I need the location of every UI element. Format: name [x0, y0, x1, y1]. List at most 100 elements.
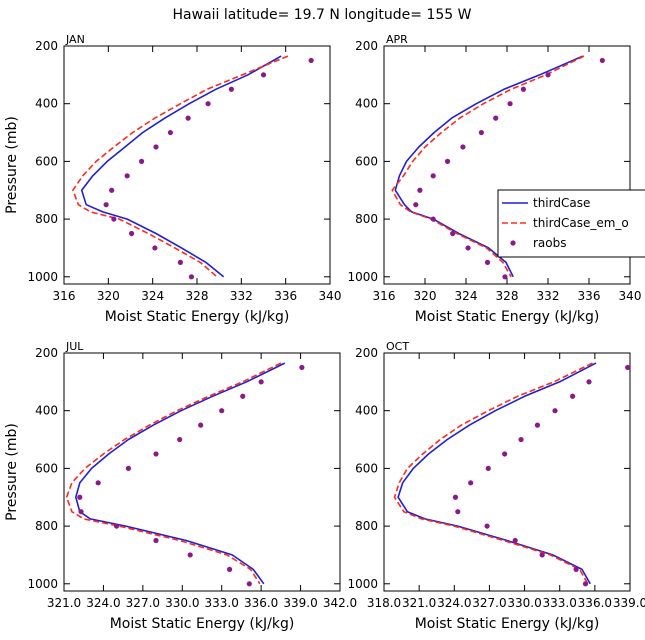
raobs-point [534, 422, 541, 428]
y-tick-label: 200 [355, 39, 378, 53]
raobs-point [152, 245, 158, 251]
raobs-point [518, 436, 524, 443]
y-tick-label: 600 [355, 461, 378, 475]
x-tick-label: 336.0 [244, 596, 278, 610]
raobs-point [153, 537, 159, 544]
legend-label: thirdCase [533, 196, 590, 210]
raobs-point [485, 465, 491, 471]
raobs-point [167, 129, 173, 136]
raobs-point [502, 274, 508, 280]
raobs-point [78, 509, 84, 515]
raobs-point [111, 216, 117, 222]
raobs-point [246, 581, 252, 587]
y-tick-label: 400 [355, 404, 378, 418]
raobs-point [507, 101, 513, 107]
raobs-point [484, 259, 491, 265]
thirdcase-em-o-line [391, 55, 585, 278]
raobs-point [185, 115, 191, 121]
raobs-point [570, 393, 576, 399]
raobs-point [444, 158, 451, 164]
raobs-point [95, 480, 101, 486]
raobs-point [138, 158, 145, 164]
raobs-point [545, 72, 551, 78]
y-tick-label: 1000 [347, 577, 378, 591]
raobs-point [520, 86, 527, 92]
thirdcase-em-o-line [72, 55, 289, 278]
x-tick-label: 316 [53, 289, 76, 303]
y-tick-label: 200 [355, 346, 378, 360]
raobs-point [308, 57, 314, 64]
y-tick-label: 1000 [347, 270, 378, 284]
thirdcase-em-o-line [65, 362, 282, 585]
y-tick-label: 800 [35, 212, 58, 226]
thirdcase-em-o-line [393, 362, 593, 585]
raobs-point [187, 552, 193, 558]
raobs-point [205, 101, 211, 107]
raobs-point [452, 494, 459, 500]
raobs-point [413, 202, 419, 208]
raobs-point [198, 422, 204, 428]
raobs-point [460, 144, 466, 150]
raobs-point [539, 552, 545, 558]
y-tick-label: 800 [35, 519, 58, 533]
panel-oct: 318.0 321.0 324.0 327.0 330.0 333.0 336.0 339.0… [347, 340, 645, 632]
y-tick-label: 800 [355, 212, 378, 226]
panel-label: APR [386, 33, 408, 46]
plot-frame [383, 352, 631, 592]
x-tick-label: 330.0 [165, 596, 199, 610]
raobs-point [573, 566, 579, 572]
y-tick-label: 400 [35, 97, 58, 111]
x-tick-label: 327.0 [126, 596, 160, 610]
raobs-point [478, 129, 484, 136]
x-tick-label: 333.0 [205, 596, 239, 610]
raobs-point [599, 57, 605, 64]
x-axis-title: Moist Static Energy (kJ/kg) [110, 616, 295, 632]
thirdcase-line [397, 362, 597, 585]
raobs-point [450, 230, 456, 237]
x-tick-label: 320 [97, 289, 120, 303]
raobs-point [219, 408, 225, 414]
raobs-point [502, 451, 508, 457]
y-tick-label: 400 [355, 97, 378, 111]
panels: 316 320 324 328 332 336 340 200 400 600 800 1000 JAN… [4, 33, 645, 632]
x-tick-label: 328 [186, 289, 209, 303]
legend-label: thirdCase_em_o [533, 216, 629, 230]
raobs-point [228, 86, 234, 92]
y-tick-label: 200 [35, 39, 58, 53]
x-axis-title: Moist Static Energy (kJ/kg) [415, 309, 600, 325]
raobs-point [586, 379, 592, 385]
y-tick-label: 600 [355, 154, 378, 168]
panel-label: OCT [386, 340, 409, 353]
plot-frame [63, 352, 341, 592]
raobs-point [188, 274, 195, 280]
raobs-point [240, 393, 246, 399]
raobs-point [109, 187, 115, 193]
thirdcase-line [75, 362, 286, 585]
x-tick-label: 336.0 [578, 596, 612, 610]
x-tick-label: 328 [496, 289, 519, 303]
raobs-point [177, 436, 183, 443]
raobs-point [153, 451, 159, 457]
x-tick-label: 340 [619, 289, 642, 303]
x-tick-label: 342.0 [323, 596, 357, 610]
x-tick-label: 333.0 [543, 596, 577, 610]
raobs-point [417, 187, 423, 193]
x-tick-label: 324.0 [437, 596, 471, 610]
x-tick-label: 340 [319, 289, 342, 303]
raobs-point [465, 245, 471, 251]
raobs-point [77, 494, 83, 500]
panel-jan: 316 320 324 328 332 336 340 200 400 600 800 1000 JAN… [4, 33, 341, 325]
x-tick-label: 332 [230, 289, 253, 303]
thirdcase-line [394, 55, 584, 278]
raobs-point [227, 566, 233, 572]
y-tick-label: 200 [35, 346, 58, 360]
raobs-point [124, 173, 130, 179]
legend-swatch-dot [510, 240, 516, 246]
x-axis-title: Moist Static Energy (kJ/kg) [105, 309, 290, 325]
raobs-point [103, 202, 109, 208]
raobs-point [430, 173, 436, 179]
x-tick-label: 339.0 [283, 596, 317, 610]
x-tick-label: 327.0 [472, 596, 506, 610]
